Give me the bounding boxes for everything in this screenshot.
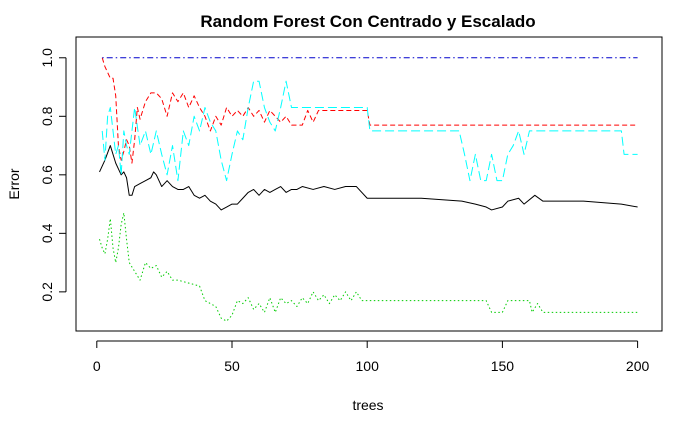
y-tick-label: 0.6 <box>39 165 55 185</box>
series-line-3 <box>101 57 638 164</box>
x-tick-label: 100 <box>356 358 380 374</box>
y-tick-label: 1.0 <box>39 48 55 68</box>
series-line-4 <box>101 80 638 182</box>
y-tick-label: 0.4 <box>39 223 55 243</box>
x-tick-label: 150 <box>491 358 515 374</box>
plot-frame <box>75 36 663 332</box>
y-axis-label: Error <box>6 168 22 199</box>
y-tick-label: 0.2 <box>39 282 55 302</box>
x-tick-label: 200 <box>626 358 650 374</box>
x-axis: 0 50 100 150 200 <box>93 340 650 374</box>
series-line-1 <box>99 145 638 211</box>
x-axis-label: trees <box>352 397 383 413</box>
chart-title: Random Forest Con Centrado y Escalado <box>200 12 535 31</box>
series-layer <box>99 57 638 322</box>
x-tick-label: 50 <box>224 358 240 374</box>
y-axis: 0.2 0.4 0.6 0.8 1.0 <box>39 48 67 302</box>
series-line-2 <box>99 212 638 322</box>
y-tick-label: 0.8 <box>39 106 55 126</box>
x-tick-label: 0 <box>93 358 101 374</box>
